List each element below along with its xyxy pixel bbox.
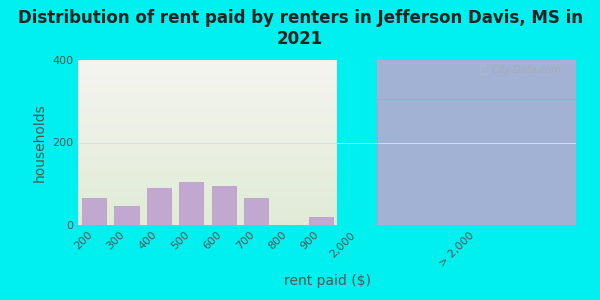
- Bar: [377, 99, 576, 225]
- Bar: [147, 188, 171, 225]
- Bar: [82, 198, 106, 225]
- Bar: [212, 186, 236, 225]
- Text: Distribution of rent paid by renters in Jefferson Davis, MS in
2021: Distribution of rent paid by renters in …: [17, 9, 583, 48]
- Text: City-Data.com: City-Data.com: [491, 65, 561, 75]
- Bar: [377, 60, 576, 225]
- Text: ⓘ: ⓘ: [480, 65, 487, 75]
- Bar: [308, 217, 333, 225]
- Bar: [179, 182, 203, 225]
- Bar: [115, 206, 139, 225]
- Bar: [244, 198, 268, 225]
- X-axis label: rent paid ($): rent paid ($): [284, 274, 371, 288]
- Y-axis label: households: households: [32, 103, 46, 182]
